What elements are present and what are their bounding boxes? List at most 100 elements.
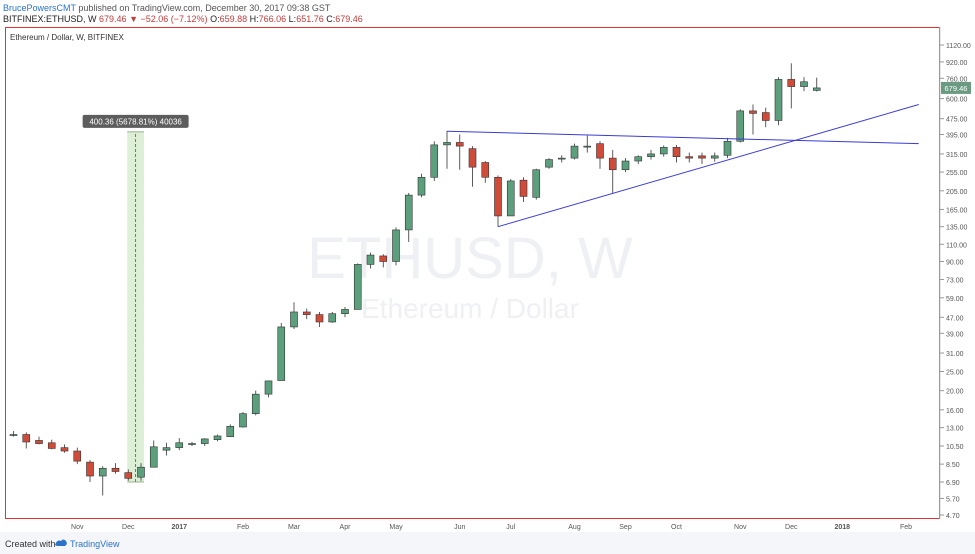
candle-body (328, 313, 337, 323)
price-tick-label-11: 110.00 (946, 242, 967, 249)
price-tick-label-14: 59.00 (946, 296, 964, 303)
price-tick-label-26: 4.70 (946, 513, 960, 520)
candle-49 (634, 155, 643, 165)
candle-50 (647, 149, 655, 160)
time-tick-label-15: Feb (900, 524, 912, 531)
candle-body (481, 162, 490, 178)
last-price: 679.46 (99, 14, 127, 24)
candle-4 (60, 444, 69, 453)
chart-header: BrucePowersCMT published on TradingView.… (3, 1, 963, 25)
candle-body (353, 264, 362, 310)
price-tick-label-25: 5.70 (946, 496, 960, 503)
candle-body (749, 110, 757, 114)
candle-6 (86, 460, 94, 483)
time-tick-label-8: Jul (506, 524, 515, 531)
candle-body (583, 145, 592, 148)
author-link[interactable]: BrucePowersCMT (3, 3, 76, 13)
candle-16 (213, 434, 222, 442)
candle-body (685, 156, 694, 159)
candle-21 (277, 322, 286, 381)
candle-62 (800, 77, 808, 92)
candle-36 (468, 146, 477, 187)
high-label: H: (249, 14, 259, 24)
candle-body (226, 426, 235, 437)
candle-body (672, 147, 681, 157)
candle-body (35, 440, 43, 444)
candle-1 (22, 432, 31, 449)
candle-52 (672, 144, 681, 163)
candle-54 (698, 152, 706, 165)
open-value: 659.88 (219, 14, 248, 24)
candle-body (392, 229, 400, 262)
tradingview-brand-link[interactable]: TradingView (70, 539, 120, 549)
created-with-label: Created with (5, 539, 56, 549)
time-tick-label-11: Oct (671, 524, 682, 531)
candle-61 (787, 63, 796, 109)
candle-body (455, 142, 464, 147)
time-tick-label-14: 2018 (834, 524, 850, 531)
price-tick-label-15: 47.00 (946, 315, 964, 322)
time-tick-label-10: Sep (619, 524, 632, 531)
publish-line: BrucePowersCMT published on TradingView.… (3, 3, 330, 13)
candle-body (251, 393, 260, 414)
candle-8 (111, 463, 120, 474)
close-label: C: (326, 14, 336, 24)
candle-body (366, 254, 375, 265)
candle-body (736, 110, 745, 142)
time-tick-label-7: Jun (454, 524, 465, 531)
candle-34 (443, 130, 451, 169)
time-tick-label-13: Dec (785, 524, 798, 531)
candle-39 (506, 179, 515, 217)
candle-51 (659, 145, 668, 157)
candlestick-chart[interactable]: ETHUSD, W Ethereum / Dollar 1120.00 920.0… (0, 0, 975, 532)
candle-29 (379, 254, 388, 268)
candle-body (417, 176, 426, 196)
candle-body (774, 79, 783, 121)
candle-58 (749, 104, 757, 135)
candle-22 (290, 302, 298, 330)
candle-body (723, 140, 732, 156)
candle-body (596, 143, 604, 159)
candle-body (647, 153, 655, 157)
measure-label-box (82, 114, 189, 128)
price-tick-label-24: 6.90 (946, 480, 960, 487)
candle-57 (736, 109, 745, 143)
time-tick-label-9: Aug (568, 524, 581, 531)
candle-33 (430, 141, 439, 181)
candle-25 (328, 311, 337, 323)
candle-28 (366, 252, 375, 269)
candle-20 (264, 380, 273, 398)
candle-body (710, 155, 719, 159)
candle-body (506, 180, 515, 217)
candle-7 (98, 466, 107, 496)
candle-32 (417, 173, 426, 198)
candle-body (315, 314, 324, 323)
candle-body (545, 159, 553, 168)
candle-body (519, 179, 528, 197)
trendline-0 (446, 130, 919, 145)
candle-body (22, 434, 31, 443)
price-tick-label-16: 39.00 (946, 331, 964, 338)
candle-body (404, 194, 413, 231)
candle-body (200, 438, 209, 444)
candle-53 (685, 152, 694, 163)
candle-body (60, 447, 69, 452)
candle-60 (774, 77, 783, 126)
candle-23 (302, 308, 311, 320)
candle-43 (557, 155, 566, 163)
time-tick-label-4: Mar (288, 524, 301, 531)
candle-59 (761, 107, 770, 128)
candle-body (73, 450, 82, 462)
candle-body (188, 443, 196, 445)
price-tick-label-7: 255.00 (946, 170, 968, 177)
candle-body (98, 467, 107, 477)
candle-body (608, 157, 617, 171)
candle-14 (188, 441, 196, 446)
candle-body (149, 446, 158, 468)
candle-9 (124, 469, 133, 481)
candle-body (290, 311, 298, 328)
price-tick-label-20: 16.00 (946, 408, 964, 415)
candle-44 (570, 143, 579, 160)
candle-body (302, 311, 311, 315)
price-tick-label-23: 8.50 (946, 462, 960, 469)
